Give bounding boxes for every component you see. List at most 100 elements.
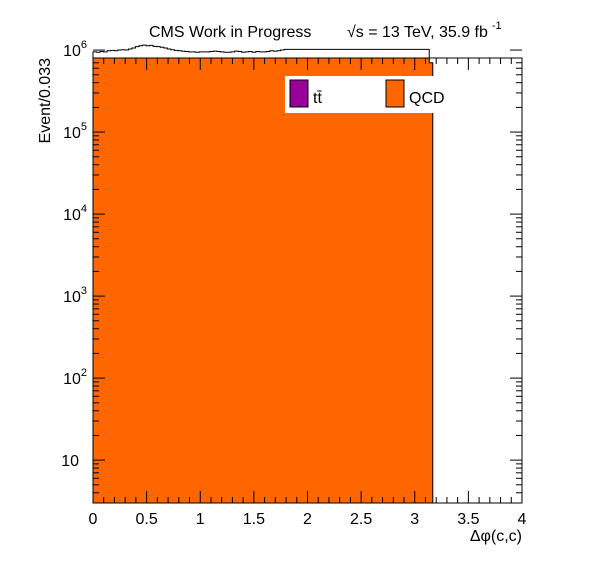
histogram-bin (167, 58, 172, 503)
histogram-bin (319, 58, 324, 503)
chart-title-right: √s = 13 TeV, 35.9 fb -1 (347, 20, 502, 41)
histogram-bin (404, 58, 409, 503)
histogram-bin (241, 58, 246, 503)
histogram-bin (312, 58, 317, 503)
histogram-bin (245, 58, 250, 503)
histogram-outline (92, 44, 434, 503)
histogram-bin (238, 58, 243, 503)
y-tick-label: 10 (61, 453, 79, 470)
histogram-bin (411, 58, 416, 503)
histogram-bin (181, 58, 186, 503)
histogram-bin (330, 58, 335, 503)
histogram-bin (351, 58, 356, 503)
histogram-bin (153, 58, 158, 503)
histogram-bin (124, 58, 129, 503)
histogram-bin (337, 58, 342, 503)
histogram-bin (255, 58, 260, 503)
histogram-bin (220, 58, 225, 503)
legend-box (285, 76, 525, 113)
histogram-bin (429, 62, 434, 503)
histogram-bin (386, 58, 391, 503)
histogram-bin (294, 58, 299, 503)
histogram-bin (354, 58, 359, 503)
histogram-bin (372, 58, 377, 503)
histogram-bin (227, 58, 232, 503)
histogram-bin (142, 58, 147, 503)
histogram-bin (425, 58, 430, 503)
histogram-bin (100, 58, 105, 503)
histogram-bin (195, 58, 200, 503)
histogram-bin (340, 58, 345, 503)
x-tick-label: 4 (518, 511, 527, 528)
histogram-bin (390, 58, 395, 503)
histogram-bin (223, 58, 228, 503)
x-tick-label: 3 (410, 511, 419, 528)
histogram-bin (376, 58, 381, 503)
histogram-bin (156, 58, 161, 503)
histogram-bin (323, 58, 327, 503)
histogram-bin (213, 58, 218, 503)
histogram-bin (110, 58, 115, 503)
legend-label: tt̄ (313, 90, 322, 107)
lumi-exponent: -1 (492, 20, 502, 32)
histogram-bin (131, 58, 136, 503)
histogram-bin (160, 58, 165, 503)
histogram-bin (397, 58, 402, 503)
histogram-bin (117, 58, 122, 503)
histogram-bin (103, 58, 108, 503)
x-tick-label: 0.5 (136, 511, 158, 528)
histogram-bin (262, 58, 267, 503)
y-axis-title: Event/0.033 (37, 58, 54, 144)
histogram-bin (185, 58, 189, 503)
histogram-bin (422, 58, 427, 503)
histogram-bin (135, 58, 140, 503)
x-axis-title: Δφ(c,c) (470, 528, 522, 545)
histogram-bin (361, 58, 366, 503)
histogram-bin (206, 58, 211, 503)
legend-label: QCD (409, 90, 445, 107)
histogram-bin (393, 58, 398, 503)
histogram-bin (234, 58, 239, 503)
chart-title-left: CMS Work in Progress (149, 24, 311, 41)
histogram-bin (149, 58, 154, 503)
histogram-bin (174, 58, 179, 503)
histogram-bin (347, 58, 352, 503)
histogram-bin (209, 58, 214, 503)
histogram-bin (93, 58, 97, 503)
histogram-bin (188, 58, 193, 503)
histogram-bin (248, 58, 253, 503)
y-tick-label: 103 (63, 285, 87, 306)
histogram-bin (199, 58, 204, 503)
x-tick-label: 0 (89, 511, 98, 528)
x-tick-label: 1 (196, 511, 205, 528)
histogram-bin (266, 58, 271, 503)
y-tick-label: 104 (63, 203, 87, 224)
y-tick-label: 106 (63, 39, 87, 60)
histogram-bin (277, 58, 281, 503)
x-tick-label: 3.5 (457, 511, 479, 528)
histogram-layer (92, 44, 434, 503)
histogram-bin (192, 58, 197, 503)
histogram-bin (298, 58, 303, 503)
histogram-bin (383, 58, 388, 503)
x-tick-label: 2.5 (350, 511, 372, 528)
histogram-bin (291, 58, 296, 503)
histogram-bin (114, 58, 119, 503)
histogram-bin (305, 58, 310, 503)
histogram-bin (269, 58, 274, 503)
histogram-bin (96, 58, 101, 503)
histogram-bin (280, 58, 285, 503)
y-tick-label: 102 (63, 367, 87, 388)
histogram-bin (326, 58, 331, 503)
y-tick-label: 105 (63, 121, 87, 142)
histogram-bin (107, 58, 112, 503)
histogram-bin (369, 58, 374, 503)
axes: 0 0.5 1 1.5 2 2.5 3 3.5 4 10 102 103 104 105 106 (61, 39, 526, 528)
legend-swatch (385, 79, 405, 108)
histogram-bin (333, 58, 338, 503)
histogram-bin (121, 58, 126, 503)
histogram-bin (365, 58, 370, 503)
histogram-bin (301, 58, 306, 503)
histogram-bin (287, 58, 292, 503)
